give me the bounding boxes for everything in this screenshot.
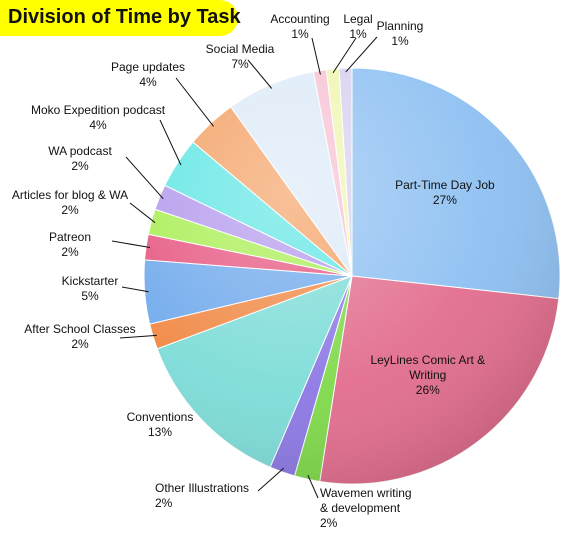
leader-line [247,59,273,89]
slice-label: Conventions [127,410,194,424]
slice-percent-label: 2% [320,516,338,530]
slice-label: Part-Time Day Job [395,178,495,192]
slice-percent-label: 1% [391,34,409,48]
leader-line [119,334,157,339]
leader-line [129,202,156,224]
slice-label: Legal [343,12,372,26]
leader-line [257,467,284,492]
slice-percent-label: 2% [61,245,79,259]
slice-label: WA podcast [48,144,112,158]
slice-percent-label: 13% [148,425,172,439]
slice-percent-label: 4% [139,75,157,89]
slice-label: Articles for blog & WA [12,188,128,202]
slice-percent-label: 7% [231,57,249,71]
slice-percent-label: 2% [155,496,173,510]
title-highlight: Division of Time by Task [0,0,241,36]
slice-label: Patreon [49,230,91,244]
leader-line [121,286,149,293]
slice-label: Social Media [206,42,275,56]
slice-percent-label: 26% [416,383,440,397]
slice-label: Moko Expedition podcast [31,103,166,117]
leader-line [159,119,182,166]
slice-percent-label: 2% [71,159,89,173]
slice-percent-label: 27% [433,193,457,207]
slice-label: Planning [377,19,424,33]
slice-label: After School Classes [24,322,135,336]
slice-percent-label: 1% [291,27,309,41]
slice-label: LeyLines Comic Art & [370,353,485,367]
slice-percent-label: 2% [71,337,89,351]
slice-label: Wavemen writing [320,486,412,500]
slice-label: Accounting [270,12,329,26]
slice-label: & development [320,501,401,515]
slice-percent-label: 2% [61,203,79,217]
leader-line [332,37,357,74]
slice-percent-label: 1% [349,27,367,41]
slice-label: Writing [409,368,446,382]
leader-line [111,240,151,248]
leader-line [175,77,214,127]
leader-line [311,37,321,75]
slice-label: Kickstarter [62,274,119,288]
slice-label: Page updates [111,60,185,74]
chart-title: Division of Time by Task [8,6,241,28]
slice-percent-label: 5% [81,289,99,303]
leader-line [345,36,378,73]
slice-label: Other Illustrations [155,481,249,495]
slice-percent-label: 4% [89,118,107,132]
leader-line [125,156,164,200]
leader-line [307,474,319,499]
